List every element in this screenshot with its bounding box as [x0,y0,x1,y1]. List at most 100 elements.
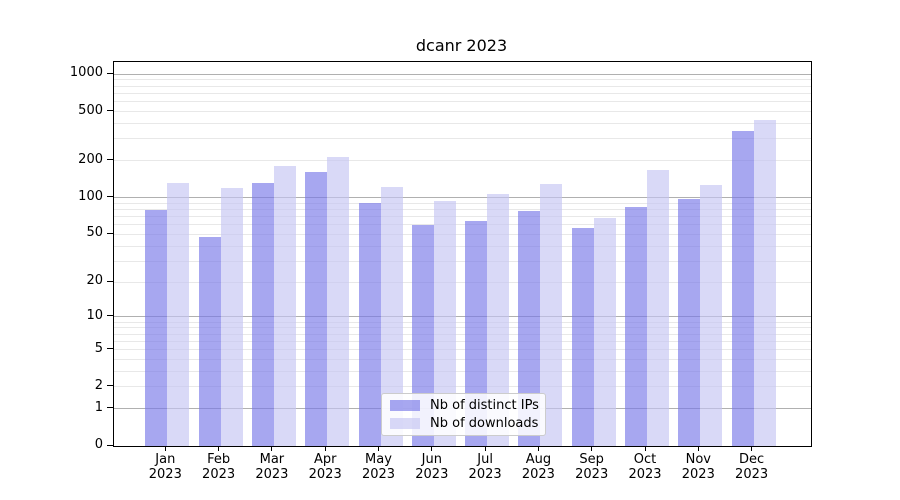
x-tick-label-may: May 2023 [361,452,396,482]
y-gridline-minor [114,260,811,262]
y-tick-label: 1 [94,399,103,415]
x-tick-label-sep: Sep 2023 [575,452,609,482]
y-gridline-minor [114,349,811,351]
y-tick-label: 10 [86,307,103,323]
x-tick-mark [751,446,753,451]
y-gridline-major [114,73,811,75]
y-tick-mark [107,444,113,446]
bar-distinct-ips-nov [678,199,701,446]
y-gridline-minor [114,85,811,87]
legend-entry-distinct-ips: Nb of distinct IPs [382,398,545,413]
bar-downloads-dec [753,119,776,446]
y-gridline-major [114,197,811,199]
x-tick-mark [644,446,646,451]
legend: Nb of distinct IPs Nb of downloads [381,393,546,436]
y-tick-label: 2 [94,377,103,393]
bar-distinct-ips-jun [411,224,434,446]
x-tick-label-aug: Aug 2023 [521,452,555,482]
y-tick-mark [107,72,113,74]
plot-area: Nb of distinct IPs Nb of downloads [113,61,812,447]
x-tick-label-dec: Dec 2023 [735,452,769,482]
y-gridline-minor [114,358,811,360]
y-tick-mark [107,232,113,234]
legend-swatch-downloads [390,418,420,429]
y-gridline-minor [114,209,811,211]
x-tick-mark [271,446,273,451]
bar-distinct-ips-dec [731,130,754,446]
bar-distinct-ips-may [358,202,381,446]
y-tick-mark [107,280,113,282]
y-tick-label: 1000 [69,65,103,81]
y-gridline-minor [114,79,811,81]
legend-entry-downloads: Nb of downloads [382,416,545,431]
y-tick-mark [107,348,113,350]
x-tick-mark [484,446,486,451]
y-gridline-minor [114,216,811,218]
y-tick-mark [107,196,113,198]
bar-downloads-sep [593,218,616,446]
y-tick-label: 20 [86,273,103,289]
bar-downloads-jul [487,193,510,446]
bar-downloads-apr [327,156,350,446]
y-tick-mark [107,315,113,317]
x-tick-label-mar: Mar 2023 [255,452,289,482]
y-gridline-minor [114,327,811,329]
bar-downloads-aug [540,184,563,446]
y-gridline-minor [114,92,811,94]
y-gridline-minor [114,321,811,323]
x-tick-mark [537,446,539,451]
legend-label-distinct-ips: Nb of distinct IPs [430,398,539,413]
bar-downloads-jun [433,201,456,446]
chart-title: dcanr 2023 [415,36,508,55]
bar-distinct-ips-jan [145,209,168,446]
x-tick-label-nov: Nov 2023 [681,452,715,482]
y-gridline-major [114,316,811,318]
y-gridline-minor [114,233,811,235]
x-tick-label-apr: Apr 2023 [308,452,342,482]
bar-distinct-ips-jul [465,221,488,446]
x-tick-mark [591,446,593,451]
bar-downloads-jan [167,182,190,446]
y-tick-label: 500 [78,102,103,118]
bar-downloads-may [380,187,403,446]
x-tick-label-feb: Feb 2023 [202,452,236,482]
x-tick-label-jun: Jun 2023 [415,452,449,482]
bar-distinct-ips-oct [625,207,647,446]
x-tick-mark [218,446,220,451]
y-gridline-minor [114,111,811,113]
y-tick-label: 50 [86,225,103,241]
x-tick-label-jul: Jul 2023 [468,452,502,482]
y-tick-mark [107,110,113,112]
x-tick-mark [378,446,379,451]
bar-downloads-mar [273,166,296,446]
legend-swatch-distinct-ips [390,400,420,411]
bar-distinct-ips-apr [305,172,328,446]
y-gridline-minor [114,333,811,335]
y-gridline-minor [114,101,811,103]
bar-downloads-oct [647,170,669,446]
y-gridline-minor [114,160,811,162]
x-tick-mark [164,446,166,451]
x-tick-label-oct: Oct 2023 [628,452,662,482]
x-tick-label-jan: Jan 2023 [148,452,182,482]
bar-downloads-nov [700,185,723,446]
y-gridline-minor [114,386,811,388]
bar-distinct-ips-sep [571,228,594,446]
y-tick-label: 0 [94,437,103,452]
legend-label-downloads: Nb of downloads [430,416,539,431]
bar-downloads-feb [220,188,243,446]
y-gridline-minor [114,340,811,342]
y-gridline-minor [114,224,811,226]
y-gridline-minor [114,123,811,125]
y-gridline-minor [114,370,811,372]
y-tick-label: 5 [94,340,103,356]
y-tick-mark [107,385,113,387]
y-tick-mark [107,407,113,409]
y-tick-mark [107,159,113,161]
y-gridline-minor [114,245,811,247]
x-tick-mark [431,446,433,451]
bar-distinct-ips-mar [251,183,274,446]
y-gridline-minor [114,138,811,140]
bar-distinct-ips-aug [518,210,541,446]
